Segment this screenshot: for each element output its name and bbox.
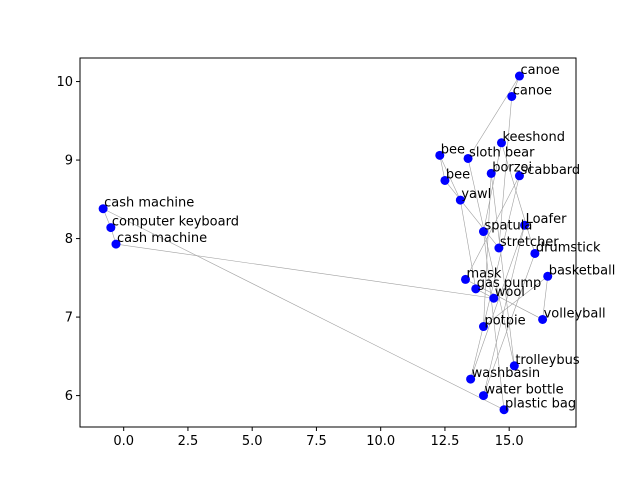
- connection-line: [470, 175, 520, 380]
- point-labels: canoe canoe keeshond bee sloth bearborzoisca…: [104, 63, 615, 412]
- data-point: [478, 391, 488, 401]
- point-label: keeshond: [502, 130, 565, 145]
- data-point: [435, 150, 445, 160]
- data-point: [471, 284, 481, 294]
- point-label: potpie: [484, 314, 525, 329]
- x-tick-label: 0.0: [113, 434, 134, 449]
- connection-line: [483, 276, 548, 327]
- point-label: mask: [466, 266, 501, 281]
- connection-line: [470, 225, 525, 380]
- data-point: [460, 274, 470, 284]
- connection-line: [467, 75, 520, 159]
- connection-line: [439, 155, 461, 201]
- x-tick-label: 10.0: [366, 434, 395, 449]
- point-label: volleyball: [544, 306, 606, 321]
- point-label: canoe: [513, 83, 552, 98]
- y-tick-label: 8: [65, 232, 73, 247]
- x-tick-label: 12.5: [430, 434, 459, 449]
- connection-line: [501, 142, 536, 254]
- data-point: [486, 168, 496, 178]
- point-label: gas pump: [477, 276, 542, 291]
- point-label: washbasin: [472, 366, 540, 381]
- data-point: [478, 322, 488, 332]
- connection-line: [490, 173, 515, 366]
- y-axis: 6 7 8 9 10: [56, 75, 80, 404]
- data-points: [98, 71, 553, 415]
- data-point: [507, 91, 517, 101]
- data-point: [466, 374, 476, 384]
- data-point: [514, 71, 524, 81]
- connection-line: [542, 276, 549, 320]
- point-label: drumstick: [536, 240, 601, 255]
- data-point: [489, 293, 499, 303]
- x-tick-label: 15.0: [495, 434, 524, 449]
- data-point: [106, 223, 116, 233]
- connection-line: [115, 243, 494, 299]
- point-label: plastic bag: [505, 397, 576, 412]
- point-label: yawl: [461, 187, 491, 202]
- point-label: wool: [495, 285, 525, 300]
- point-label: spatula: [484, 219, 532, 234]
- point-label: Loafer: [526, 212, 568, 227]
- data-point: [455, 195, 465, 205]
- point-label: scabbard: [520, 163, 580, 178]
- y-tick-label: 9: [65, 154, 73, 169]
- point-label: cash machine: [104, 196, 194, 211]
- connection-line: [483, 253, 536, 396]
- data-point: [98, 204, 108, 214]
- connection-line: [460, 200, 477, 289]
- connection-line: [444, 180, 500, 249]
- data-point: [509, 361, 519, 371]
- point-label: sloth bear: [469, 145, 535, 160]
- data-point: [478, 227, 488, 237]
- point-label: stretcher: [500, 235, 559, 250]
- data-point: [440, 175, 450, 185]
- x-tick-label: 7.5: [306, 434, 327, 449]
- point-label: borzoi: [492, 160, 532, 175]
- data-point: [499, 405, 509, 415]
- x-tick-label: 2.5: [178, 434, 199, 449]
- point-label: bee: [446, 167, 470, 182]
- x-tick-label: 5.0: [242, 434, 263, 449]
- point-label: basketball: [549, 263, 616, 278]
- connection-line: [483, 142, 502, 232]
- point-label: computer keyboard: [112, 215, 239, 230]
- plot-frame: [79, 57, 577, 428]
- data-point: [530, 248, 540, 258]
- data-point: [496, 138, 506, 148]
- connection-lines: [102, 75, 549, 410]
- y-tick-label: 10: [56, 75, 73, 90]
- data-point: [111, 239, 121, 249]
- point-label: water bottle: [484, 383, 563, 398]
- connection-line: [102, 208, 505, 410]
- data-point: [543, 271, 553, 281]
- point-label: cash machine: [117, 231, 207, 246]
- connection-line: [498, 96, 513, 249]
- connection-line: [483, 231, 505, 410]
- point-label: trolleybus: [515, 353, 580, 368]
- data-point: [514, 171, 524, 181]
- y-tick-label: 7: [65, 311, 73, 326]
- point-label: canoe: [520, 63, 559, 78]
- data-point: [538, 314, 548, 324]
- data-point: [494, 243, 504, 253]
- connection-line: [465, 175, 520, 280]
- data-point: [463, 153, 473, 163]
- connection-line: [483, 225, 525, 396]
- data-point: [520, 220, 530, 230]
- point-label: bee: [441, 142, 465, 157]
- x-axis: 0.0 2.5 5.0 7.5 10.0 12.5 15.0: [113, 427, 524, 449]
- y-tick-label: 6: [65, 389, 73, 404]
